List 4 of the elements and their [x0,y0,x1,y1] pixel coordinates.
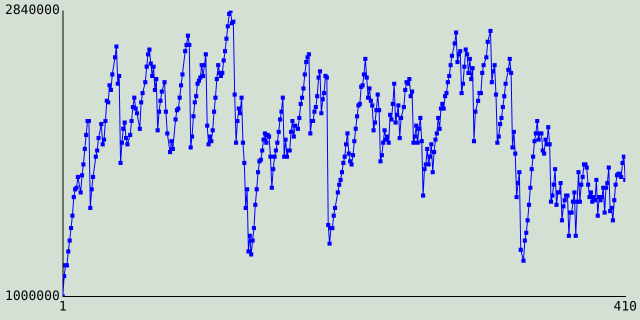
y-tick-label: 2840000 [4,3,60,18]
x-tick-label: 1 [58,300,67,315]
y-tick-label: 1000000 [4,288,60,304]
x-tick-label: 410 [614,300,637,315]
